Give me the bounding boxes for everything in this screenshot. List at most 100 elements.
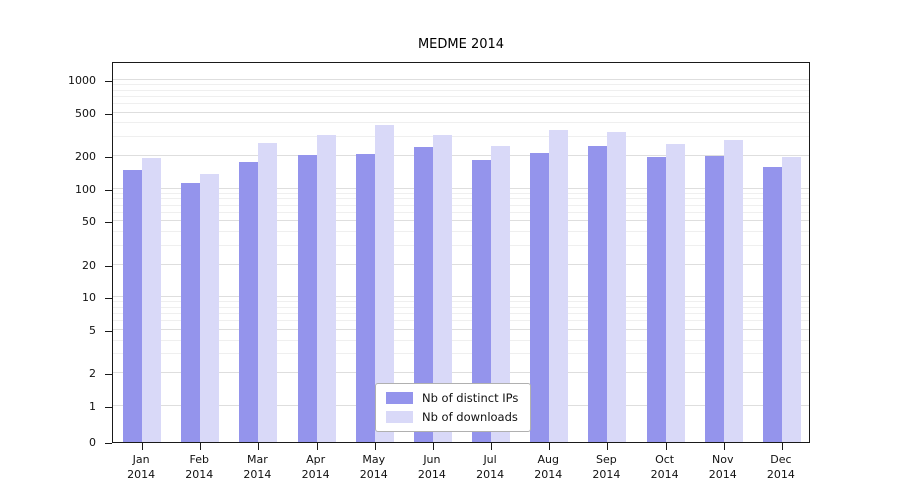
legend-swatch-distinct-ips (386, 392, 413, 404)
gridline (113, 79, 809, 81)
y-axis-tick-mark (105, 374, 112, 376)
bar-downloads (607, 132, 627, 442)
gridline (113, 372, 809, 374)
x-axis-tick-label: Sep 2014 (592, 453, 621, 482)
gridline-minor (113, 103, 809, 105)
x-axis-tick-label: Feb 2014 (185, 453, 214, 482)
legend-item-downloads: Nb of downloads (386, 410, 518, 424)
legend: Nb of distinct IPs Nb of downloads (375, 383, 532, 432)
gridline (113, 187, 809, 189)
bar-downloads (142, 158, 162, 442)
gridline (113, 263, 809, 265)
x-axis-tick-mark (374, 443, 376, 450)
gridline-minor (113, 84, 809, 86)
y-axis-tick-label: 10 (82, 291, 96, 305)
bar-distinct-ips (472, 159, 492, 442)
y-axis-tick-label: 5 (89, 324, 96, 338)
gridline-minor (113, 306, 809, 308)
x-axis-tick-label: Mar 2014 (243, 453, 272, 482)
gridline-minor (113, 135, 809, 137)
x-axis-tick-mark (665, 443, 667, 450)
y-axis-tick-label: 50 (82, 215, 96, 229)
gridline-minor (113, 95, 809, 97)
x-axis-tick-label: Dec 2014 (766, 453, 795, 482)
x-axis-tick-label: Jun 2014 (417, 453, 446, 482)
y-axis-tick-label: 200 (75, 150, 96, 164)
gridline-minor (113, 89, 809, 91)
x-axis-tick-label: Nov 2014 (708, 453, 737, 482)
plot-area: Nb of distinct IPs Nb of downloads (105, 62, 810, 450)
gridline (113, 296, 809, 298)
y-axis-tick-label: 1000 (68, 74, 96, 88)
gridline-minor (113, 320, 809, 322)
gridline-minor (113, 353, 809, 355)
y-axis: 0 1 2 5 10 20 50 100 200 500 1000 (0, 62, 110, 449)
gridline (113, 111, 809, 113)
legend-item-distinct-ips: Nb of distinct IPs (386, 391, 518, 405)
y-axis-tick-mark (105, 443, 112, 444)
chart-title: MEDME 2014 (417, 37, 505, 52)
bar-downloads (374, 125, 394, 442)
bar-distinct-ips (646, 156, 666, 442)
y-axis-tick-mark (105, 81, 112, 83)
y-axis-tick-mark (105, 113, 112, 115)
bar-distinct-ips (704, 156, 724, 442)
bar-downloads (781, 156, 801, 442)
x-axis-tick-mark (142, 443, 144, 450)
bar-downloads (723, 140, 743, 442)
y-axis-tick-label: 100 (75, 182, 96, 196)
bar-distinct-ips (762, 166, 782, 442)
legend-label-downloads: Nb of downloads (422, 410, 518, 424)
x-axis-tick-mark (549, 443, 551, 450)
bar-downloads (258, 142, 278, 442)
gridline-minor (113, 204, 809, 206)
gridline-minor (113, 301, 809, 303)
gridline-minor (113, 122, 809, 124)
gridline-minor (113, 244, 809, 246)
x-axis-tick-mark (258, 443, 260, 450)
x-axis-tick-label: Aug 2014 (534, 453, 563, 482)
x-axis-tick-label: Jul 2014 (476, 453, 505, 482)
x-axis-tick-label: Jan 2014 (127, 453, 156, 482)
x-axis-tick-mark (491, 443, 493, 450)
gridline (113, 329, 809, 331)
bar-downloads (665, 143, 685, 442)
x-axis-tick-mark (432, 443, 434, 450)
bar-downloads (549, 129, 569, 442)
legend-swatch-downloads (386, 411, 413, 423)
x-axis: Jan 2014 Feb 2014 Mar 2014 Apr 2014 May 2014 Jun 20… (112, 452, 810, 492)
gridline-minor (113, 211, 809, 213)
x-axis-tick-label: Oct 2014 (650, 453, 679, 482)
y-axis-tick-mark (105, 331, 112, 333)
x-axis-tick-label: Apr 2014 (301, 453, 330, 482)
y-axis-tick-label: 20 (82, 258, 96, 272)
x-axis-tick-label: May 2014 (359, 453, 388, 482)
x-axis-tick-mark (607, 443, 609, 450)
gridline-minor (113, 313, 809, 315)
bar-distinct-ips (588, 146, 608, 442)
x-axis-tick-mark (316, 443, 318, 450)
legend-label-distinct-ips: Nb of distinct IPs (422, 391, 519, 405)
bar-distinct-ips (413, 147, 433, 442)
y-axis-tick-label: 1 (89, 400, 96, 413)
y-axis-tick-label: 2 (89, 367, 96, 381)
bar-distinct-ips (355, 153, 375, 442)
bar-downloads (432, 135, 452, 442)
gridline (113, 220, 809, 222)
bar-downloads (200, 173, 220, 442)
bar-distinct-ips (297, 154, 317, 442)
gridline-minor (113, 339, 809, 341)
gridline-minor (113, 198, 809, 200)
bar-distinct-ips (530, 152, 550, 442)
gridline-minor (113, 192, 809, 194)
y-axis-tick-mark (105, 265, 112, 267)
x-axis-tick-mark (200, 443, 202, 450)
bar-distinct-ips (181, 183, 201, 442)
bar-distinct-ips (239, 162, 259, 442)
bar-downloads (491, 145, 511, 442)
y-axis-tick-label: 0 (89, 436, 96, 449)
x-axis-tick-mark (781, 443, 783, 450)
y-axis-tick-mark (105, 157, 112, 159)
y-axis-tick-mark (105, 407, 112, 408)
